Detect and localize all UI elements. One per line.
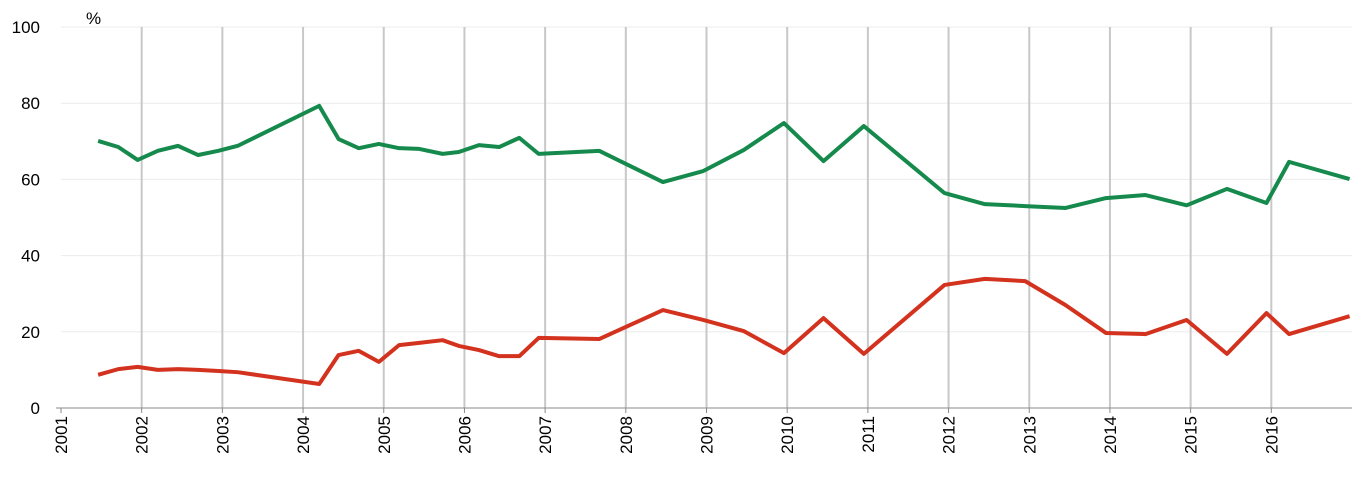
x-tick-label: 2007: [536, 416, 555, 454]
x-tick-label: 2011: [859, 416, 878, 453]
y-tick-label: 60: [21, 170, 40, 189]
x-tick-label: 2003: [213, 416, 232, 454]
x-tick-label: 2015: [1182, 416, 1201, 454]
x-tick-label: 2014: [1101, 416, 1120, 454]
y-tick-label: 20: [21, 323, 40, 342]
x-tick-label: 2016: [1262, 416, 1281, 454]
x-tick-label: 2004: [294, 416, 313, 454]
y-axis-label: %: [86, 9, 101, 28]
y-tick-label: 80: [21, 94, 40, 113]
x-tick-label: 2009: [698, 416, 717, 454]
x-tick-label: 2010: [778, 416, 797, 454]
x-tick-label: 2008: [617, 416, 636, 454]
x-tick-label: 2001: [52, 416, 71, 454]
y-tick-label: 40: [21, 247, 40, 266]
line-series: [97, 103, 1351, 210]
x-tick-label: 2002: [133, 416, 152, 454]
y-tick-label: 0: [31, 399, 40, 418]
line-series: [97, 276, 1351, 386]
y-tick-label: 100: [12, 18, 40, 37]
x-tick-label: 2013: [1020, 416, 1039, 454]
x-tick-label: 2005: [375, 416, 394, 454]
x-tick-label: 2012: [940, 416, 959, 454]
x-tick-label: 2006: [455, 416, 474, 454]
